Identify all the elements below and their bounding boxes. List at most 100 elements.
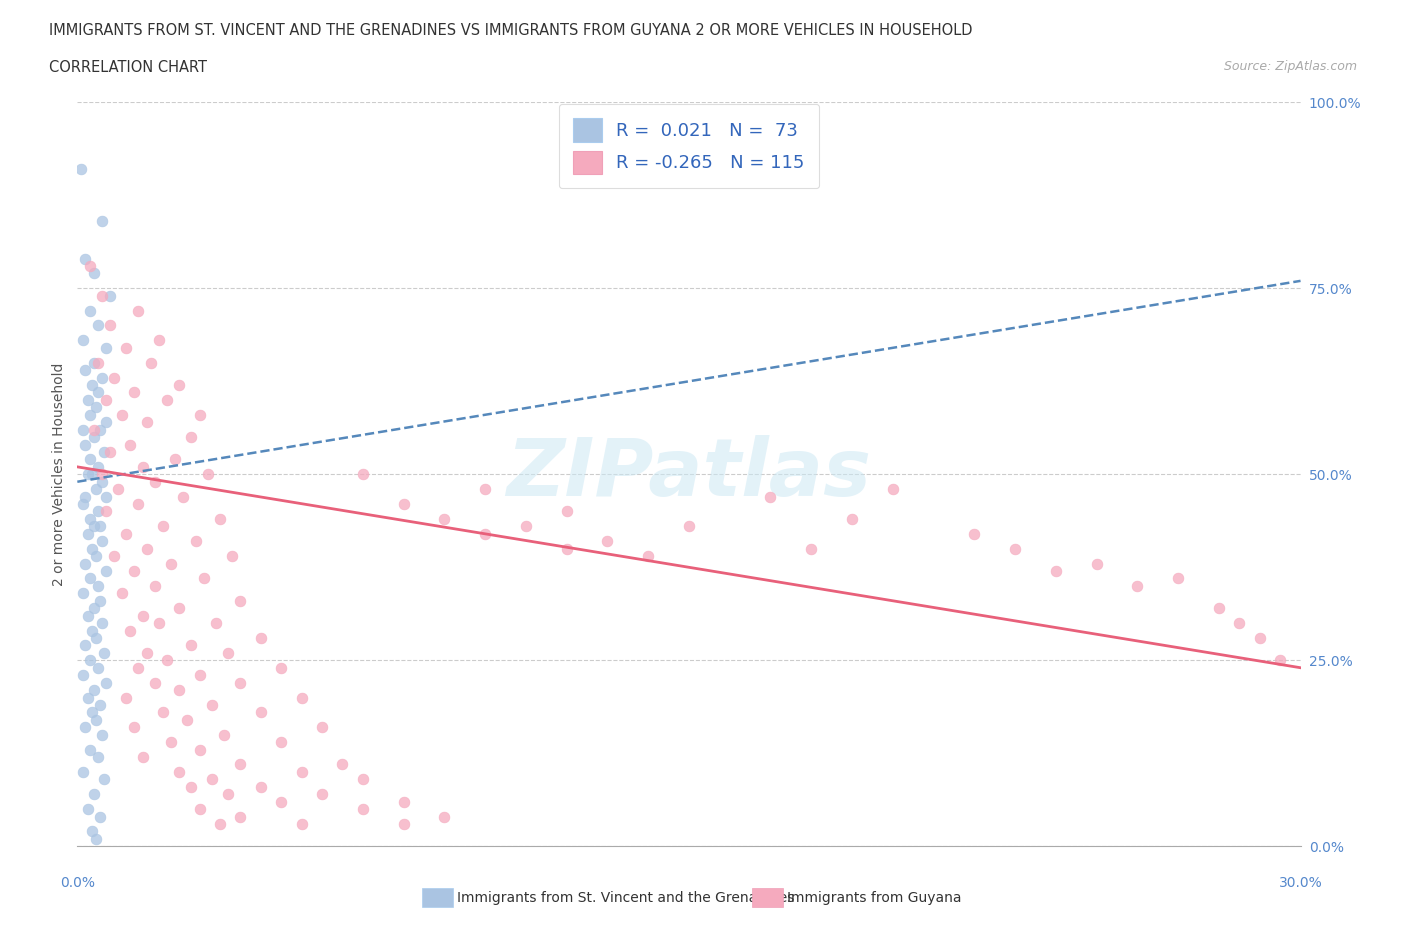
Point [127, 497, 149, 512]
Point [270, 735, 292, 750]
Point [882, 482, 904, 497]
Point [89, 809, 111, 824]
Point [83, 422, 105, 437]
Point [70, 162, 93, 177]
Point [90, 214, 112, 229]
Point [79, 452, 101, 467]
Point [84, 831, 107, 846]
Point [169, 378, 191, 392]
Point [83, 601, 105, 616]
Point [115, 690, 138, 705]
Point [135, 645, 157, 660]
Point [124, 564, 146, 578]
Point [87, 385, 110, 400]
Point [311, 720, 333, 735]
Point [1208, 601, 1230, 616]
Y-axis label: 2 or more Vehicles in Household: 2 or more Vehicles in Household [52, 363, 66, 586]
Point [115, 526, 138, 541]
Point [80, 378, 103, 392]
Point [433, 809, 456, 824]
Point [148, 616, 170, 631]
Point [180, 638, 202, 653]
Point [90, 727, 112, 742]
Point [515, 519, 537, 534]
Point [172, 489, 194, 504]
Point [169, 683, 191, 698]
Point [79, 653, 101, 668]
Point [131, 750, 153, 764]
Point [80, 824, 103, 839]
Point [80, 623, 103, 638]
Point [208, 512, 231, 526]
Point [75, 556, 97, 571]
Point [229, 757, 252, 772]
Point [392, 794, 415, 809]
Point [75, 489, 97, 504]
Point [127, 303, 149, 318]
Point [98, 318, 121, 333]
Point [176, 712, 198, 727]
Point [84, 549, 107, 564]
Point [94, 504, 117, 519]
Point [352, 802, 374, 817]
Point [79, 571, 101, 586]
Point [87, 578, 110, 593]
Point [72, 764, 94, 779]
Point [555, 504, 578, 519]
Point [165, 452, 187, 467]
Point [201, 772, 224, 787]
Point [94, 340, 117, 355]
Point [135, 415, 157, 430]
Point [87, 355, 110, 370]
Point [75, 363, 97, 378]
Text: IMMIGRANTS FROM ST. VINCENT AND THE GRENADINES VS IMMIGRANTS FROM GUYANA 2 OR MO: IMMIGRANTS FROM ST. VINCENT AND THE GREN… [49, 23, 973, 38]
Point [188, 668, 211, 683]
Point [93, 645, 115, 660]
Point [80, 705, 103, 720]
Point [90, 288, 112, 303]
Point [250, 779, 273, 794]
Point [107, 482, 129, 497]
Point [75, 720, 97, 735]
Point [75, 437, 97, 452]
Point [111, 407, 134, 422]
Point [94, 415, 117, 430]
Point [184, 534, 207, 549]
Point [80, 541, 103, 556]
Point [89, 593, 111, 608]
Point [217, 645, 239, 660]
Point [84, 400, 107, 415]
Point [290, 690, 312, 705]
Point [94, 489, 117, 504]
Point [143, 675, 166, 690]
Point [352, 467, 374, 482]
Point [180, 430, 202, 445]
Point [87, 459, 110, 474]
Point [79, 742, 101, 757]
Point [1249, 631, 1271, 645]
Point [87, 660, 110, 675]
Point [201, 698, 224, 712]
Point [103, 370, 125, 385]
Point [89, 519, 111, 534]
Point [84, 712, 107, 727]
Point [75, 251, 97, 266]
Point [76, 802, 98, 817]
Point [392, 497, 415, 512]
Point [156, 392, 179, 407]
Point [94, 675, 117, 690]
Text: Immigrants from Guyana: Immigrants from Guyana [787, 891, 962, 906]
Point [963, 526, 986, 541]
Point [143, 474, 166, 489]
Point [80, 467, 103, 482]
Point [596, 534, 619, 549]
Point [72, 422, 94, 437]
Legend: R =  0.021   N =  73, R = -0.265   N = 115: R = 0.021 N = 73, R = -0.265 N = 115 [558, 104, 820, 188]
Point [474, 482, 496, 497]
Point [188, 802, 211, 817]
Point [98, 288, 121, 303]
Point [156, 653, 179, 668]
Point [103, 549, 125, 564]
Point [84, 482, 107, 497]
Point [115, 340, 138, 355]
